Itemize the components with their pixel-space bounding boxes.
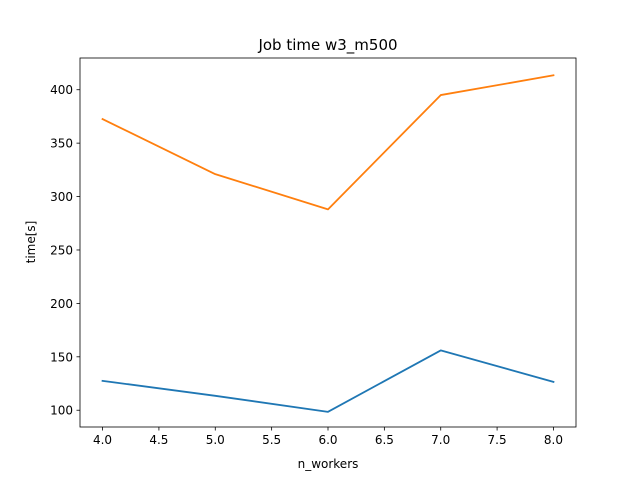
y-axis-label: time[s] bbox=[24, 221, 38, 264]
x-tick-label: 6.5 bbox=[375, 433, 394, 447]
x-tick-label: 7.0 bbox=[431, 433, 450, 447]
series-line-2 bbox=[101, 74, 555, 211]
y-tick-label: 100 bbox=[50, 404, 73, 418]
series-layer bbox=[101, 74, 555, 413]
y-tick-label: 400 bbox=[50, 83, 73, 97]
x-tick-label: 4.0 bbox=[93, 433, 112, 447]
x-tick-label: 5.0 bbox=[206, 433, 225, 447]
x-tick-label: 6.0 bbox=[318, 433, 337, 447]
x-tick-label: 8.0 bbox=[544, 433, 563, 447]
x-axis-label: n_workers bbox=[298, 457, 359, 471]
x-tick-label: 7.5 bbox=[488, 433, 507, 447]
y-tick-label: 200 bbox=[50, 297, 73, 311]
series-line-1 bbox=[101, 349, 555, 413]
plot-frame bbox=[79, 57, 577, 428]
plot-area bbox=[79, 57, 577, 428]
x-tick-label: 4.5 bbox=[149, 433, 168, 447]
chart-title: Job time w3_m500 bbox=[257, 36, 397, 55]
y-tick-label: 300 bbox=[50, 190, 73, 204]
y-tick-label: 150 bbox=[50, 350, 73, 364]
x-tick-label: 5.5 bbox=[262, 433, 281, 447]
ticks-layer: 4.0 4.5 5.0 5.5 6.0 6.5 7.0 7.5 8.0 100 150 200 250 3… bbox=[50, 83, 563, 447]
y-tick-label: 350 bbox=[50, 137, 73, 151]
y-tick-label: 250 bbox=[50, 243, 73, 257]
